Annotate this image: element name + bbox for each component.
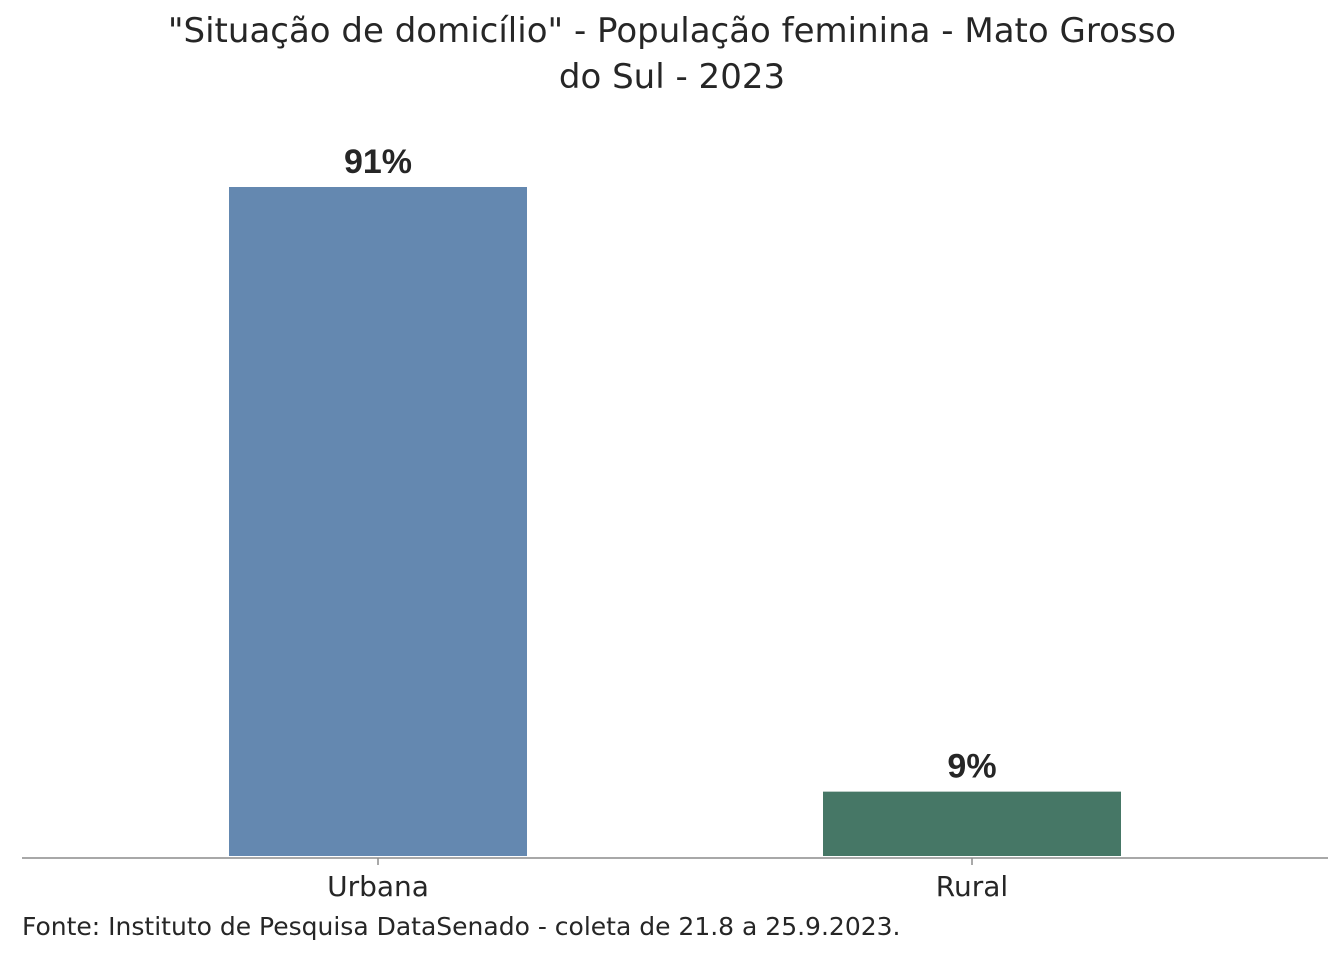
source-note: Fonte: Instituto de Pesquisa DataSenado … <box>22 912 901 941</box>
bar-urbana <box>229 187 527 856</box>
chart-title-line-1: "Situação de domicílio" - População femi… <box>167 11 1177 51</box>
chart-title: "Situação de domicílio" - População femi… <box>0 8 1344 100</box>
x-tick-label-urbana: Urbana <box>327 870 429 903</box>
chart-title-line-2: do Sul - 2023 <box>558 57 786 97</box>
x-tick-label-rural: Rural <box>936 870 1008 903</box>
data-label-rural: 9% <box>947 748 996 786</box>
bar-rural <box>823 791 1121 856</box>
data-label-urbana: 91% <box>344 143 412 181</box>
